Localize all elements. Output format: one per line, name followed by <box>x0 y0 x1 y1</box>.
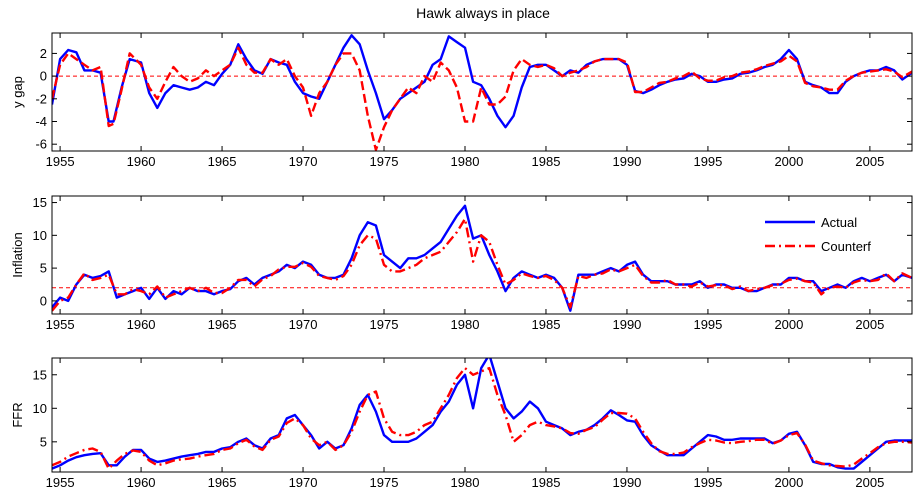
y-tick-label: 15 <box>33 367 47 382</box>
x-tick-label: 2000 <box>774 475 803 490</box>
x-tick-label: 1975 <box>370 154 399 169</box>
y-axis-label: FFR <box>10 402 25 427</box>
x-tick-label: 1995 <box>693 154 722 169</box>
y-tick-label: 10 <box>33 401 47 416</box>
x-tick-label: 1975 <box>370 317 399 332</box>
x-tick-label: 2005 <box>855 154 884 169</box>
x-tick-label: 1970 <box>289 317 318 332</box>
y-tick-label: -6 <box>35 137 47 152</box>
x-tick-label: 1970 <box>289 154 318 169</box>
x-tick-label: 1990 <box>612 317 641 332</box>
legend-label-counterf: Counterf <box>821 239 871 254</box>
y-tick-label: 0 <box>40 293 47 308</box>
y-tick-label: 10 <box>33 228 47 243</box>
x-tick-label: 1965 <box>208 475 237 490</box>
x-tick-label: 2005 <box>855 475 884 490</box>
axes-box <box>51 32 913 152</box>
x-tick-label: 1960 <box>127 317 156 332</box>
x-tick-label: 1965 <box>208 317 237 332</box>
series-line-counterf <box>52 366 912 470</box>
x-tick-label: 1980 <box>451 154 480 169</box>
x-tick-label: 1955 <box>46 154 75 169</box>
x-tick-label: 1970 <box>289 475 318 490</box>
x-tick-label: 1985 <box>532 475 561 490</box>
legend: Actual Counterf <box>765 215 871 254</box>
x-tick-label: 1990 <box>612 475 641 490</box>
x-tick-label: 1985 <box>532 154 561 169</box>
y-tick-label: 5 <box>40 434 47 449</box>
x-tick-label: 1955 <box>46 317 75 332</box>
x-tick-label: 1995 <box>693 475 722 490</box>
y-tick-label: 0 <box>40 69 47 84</box>
x-tick-label: 1960 <box>127 475 156 490</box>
x-tick-label: 1980 <box>451 475 480 490</box>
series-line-actual <box>52 358 912 470</box>
x-tick-label: 1995 <box>693 317 722 332</box>
y-tick-label: 2 <box>40 46 47 61</box>
y-axis-label: y gap <box>10 76 25 108</box>
x-tick-label: 1985 <box>532 317 561 332</box>
x-tick-label: 1980 <box>451 317 480 332</box>
y-axis-label: Inflation <box>10 232 25 278</box>
x-tick-label: 2005 <box>855 317 884 332</box>
x-tick-label: 1990 <box>612 154 641 169</box>
x-tick-label: 1965 <box>208 154 237 169</box>
x-tick-label: 2000 <box>774 154 803 169</box>
panel-0: 1955 1960 1965 1970 1975 1980 1985 1990 1995 2000… <box>10 32 913 169</box>
axes-box <box>51 195 913 315</box>
y-tick-label: 5 <box>40 261 47 276</box>
x-tick-label: 1955 <box>46 475 75 490</box>
y-tick-label: 15 <box>33 195 47 210</box>
x-tick-label: 1975 <box>370 475 399 490</box>
x-tick-label: 2000 <box>774 317 803 332</box>
axes-box <box>51 357 913 473</box>
series-line-counterf <box>52 217 912 312</box>
legend-label-actual: Actual <box>821 215 857 230</box>
series-line-counterf <box>52 46 912 151</box>
y-tick-label: -2 <box>35 91 47 106</box>
panel-1: 1955 1960 1965 1970 1975 1980 1985 1990 1995 2000… <box>10 195 913 332</box>
series-line-actual <box>52 34 912 129</box>
panel-2: 1955 1960 1965 1970 1975 1980 1985 1990 1995 2000… <box>10 357 913 490</box>
panels: 1955 1960 1965 1970 1975 1980 1985 1990 1995 2000… <box>10 32 913 490</box>
chart-title: Hawk always in place <box>416 5 550 21</box>
y-tick-label: -4 <box>35 114 47 129</box>
x-tick-label: 1960 <box>127 154 156 169</box>
